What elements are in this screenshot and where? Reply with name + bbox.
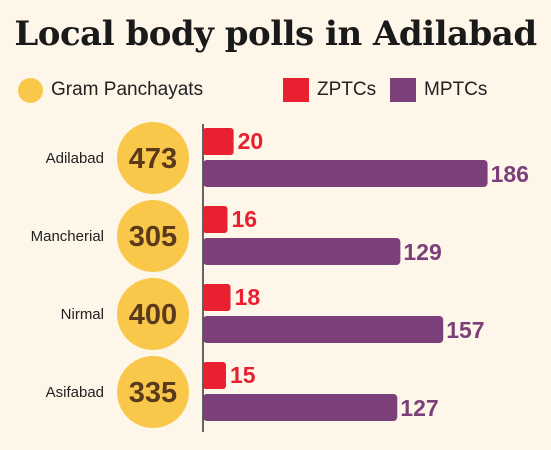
zptcs-bar-nirmal: [203, 284, 231, 311]
legend-swatch-mptcs: [390, 78, 416, 102]
category-label-asifabad: Asifabad: [46, 384, 104, 401]
mptcs-value-mancherial: 129: [403, 239, 441, 265]
legend-label-mptcs: MPTCs: [424, 79, 488, 100]
legend-item-mptcs: MPTCs: [390, 76, 487, 104]
zptcs-bar-adilabad: [203, 128, 234, 155]
category-label-adilabad: Adilabad: [46, 150, 104, 167]
legend-label-zptcs: ZPTCs: [317, 79, 377, 100]
legend: Gram Panchayats ZPTCs MPTCs: [18, 76, 538, 104]
gram-panchayats-value-asifabad: 335: [129, 377, 177, 409]
legend-item-zptcs: ZPTCs: [283, 76, 376, 104]
gram-panchayats-value-nirmal: 400: [129, 299, 177, 331]
chart-title: Local body polls in Adilabad: [14, 14, 537, 54]
zptcs-bar-mancherial: [203, 206, 228, 233]
mptcs-value-asifabad: 127: [400, 395, 438, 421]
gram-panchayats-value-mancherial: 305: [129, 221, 177, 253]
mptcs-bar-adilabad: [203, 160, 488, 187]
legend-label-gram-panchayats: Gram Panchayats: [51, 79, 204, 100]
gram-panchayats-circle-asifabad: [117, 356, 189, 428]
zptcs-value-adilabad: 20: [238, 128, 264, 154]
legend-item-gram-panchayats: Gram Panchayats: [18, 76, 203, 104]
legend-swatch-zptcs: [283, 78, 309, 102]
legend-swatch-gram-panchayats: [18, 77, 43, 103]
gram-panchayats-circle-adilabad: [117, 122, 189, 194]
mptcs-bar-nirmal: [203, 316, 444, 343]
category-label-mancherial: Mancherial: [31, 228, 104, 245]
zptcs-value-nirmal: 18: [235, 284, 261, 310]
mptcs-value-nirmal: 157: [446, 317, 484, 343]
category-label-nirmal: Nirmal: [61, 306, 104, 323]
gram-panchayats-circle-mancherial: [117, 200, 189, 272]
gram-panchayats-circle-nirmal: [117, 278, 189, 350]
zptcs-value-mancherial: 16: [231, 206, 257, 232]
mptcs-value-adilabad: 186: [491, 161, 529, 187]
mptcs-bar-asifabad: [203, 394, 398, 421]
gram-panchayats-value-adilabad: 473: [129, 143, 177, 175]
mptcs-bar-mancherial: [203, 238, 401, 265]
zptcs-value-asifabad: 15: [230, 362, 256, 388]
zptcs-bar-asifabad: [203, 362, 226, 389]
